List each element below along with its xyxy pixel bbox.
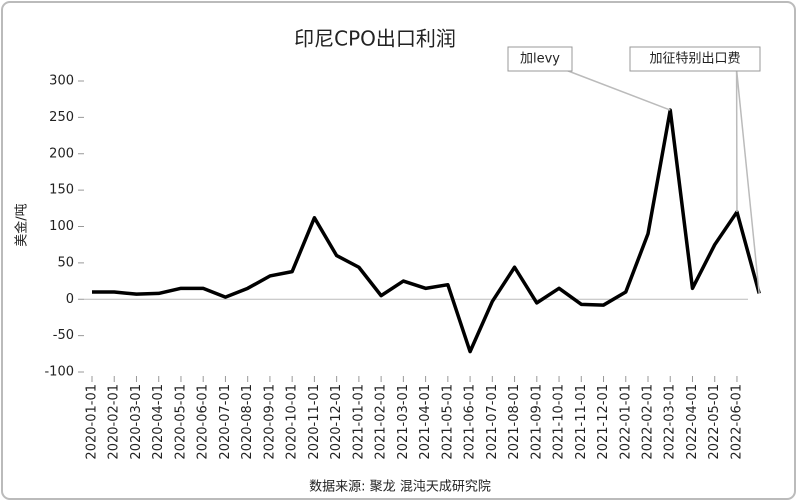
annotation-box — [629, 46, 761, 72]
annotation-box — [507, 46, 573, 72]
x-tick-label: 2022-01-01 — [618, 384, 633, 460]
x-tick-label: 2022-06-01 — [729, 384, 744, 460]
x-tick-label: 2022-05-01 — [707, 384, 722, 460]
x-tick-label: 2021-04-01 — [418, 384, 433, 460]
x-tick-label: 2021-10-01 — [552, 384, 567, 460]
y-tick-label: 0 — [66, 292, 74, 307]
x-tick-label: 2021-05-01 — [440, 384, 455, 460]
source-note: 数据来源: 聚龙 混沌天成研究院 — [309, 480, 491, 495]
chart-title: 印尼CPO出口利润 — [294, 27, 456, 51]
x-tick-label: 2020-03-01 — [129, 384, 144, 460]
x-tick-label: 2022-02-01 — [641, 384, 656, 460]
y-tick-label: 50 — [57, 255, 74, 270]
x-tick-label: 2020-05-01 — [173, 384, 188, 460]
x-tick-label: 2020-07-01 — [218, 384, 233, 460]
annotation-leader — [565, 69, 671, 111]
y-tick-label: -50 — [53, 328, 74, 343]
x-tick-label: 2020-01-01 — [85, 384, 100, 460]
y-tick-label: 150 — [49, 183, 74, 198]
annotation: 加levy — [520, 52, 560, 67]
x-tick-label: 2021-06-01 — [463, 384, 478, 460]
x-tick-label: 2020-08-01 — [240, 384, 255, 460]
annotation-leader — [735, 69, 760, 294]
y-axis-label: 美金/吨 — [14, 203, 30, 246]
x-tick-label: 2020-11-01 — [307, 384, 322, 460]
y-tick-label: 300 — [49, 74, 74, 89]
x-tick-label: 2022-03-01 — [663, 384, 678, 460]
x-tick-label: 2021-01-01 — [351, 384, 366, 460]
y-tick-label: 100 — [49, 219, 74, 234]
x-tick-label: 2021-09-01 — [529, 384, 544, 460]
x-tick-label: 2022-04-01 — [685, 384, 700, 460]
x-tick-label: 2020-02-01 — [107, 384, 122, 460]
x-tick-label: 2021-11-01 — [574, 384, 589, 460]
x-tick-label: 2020-10-01 — [285, 384, 300, 460]
y-tick-label: -100 — [44, 365, 74, 380]
line-series — [92, 108, 761, 354]
x-tick-label: 2021-07-01 — [485, 384, 500, 460]
x-tick-label: 2021-12-01 — [596, 384, 611, 460]
x-tick-label: 2021-02-01 — [374, 384, 389, 460]
x-tick-label: 2020-09-01 — [262, 384, 277, 460]
x-tick-label: 2021-03-01 — [396, 384, 411, 460]
y-tick-label: 200 — [49, 146, 74, 161]
x-tick-label: 2020-04-01 — [151, 384, 166, 460]
x-tick-label: 2021-08-01 — [507, 384, 522, 460]
y-tick-label: 250 — [49, 110, 74, 125]
x-tick-label: 2020-12-01 — [329, 384, 344, 460]
x-tick-label: 2020-06-01 — [196, 384, 211, 460]
annotation: 加征特别出口费 — [649, 52, 740, 67]
